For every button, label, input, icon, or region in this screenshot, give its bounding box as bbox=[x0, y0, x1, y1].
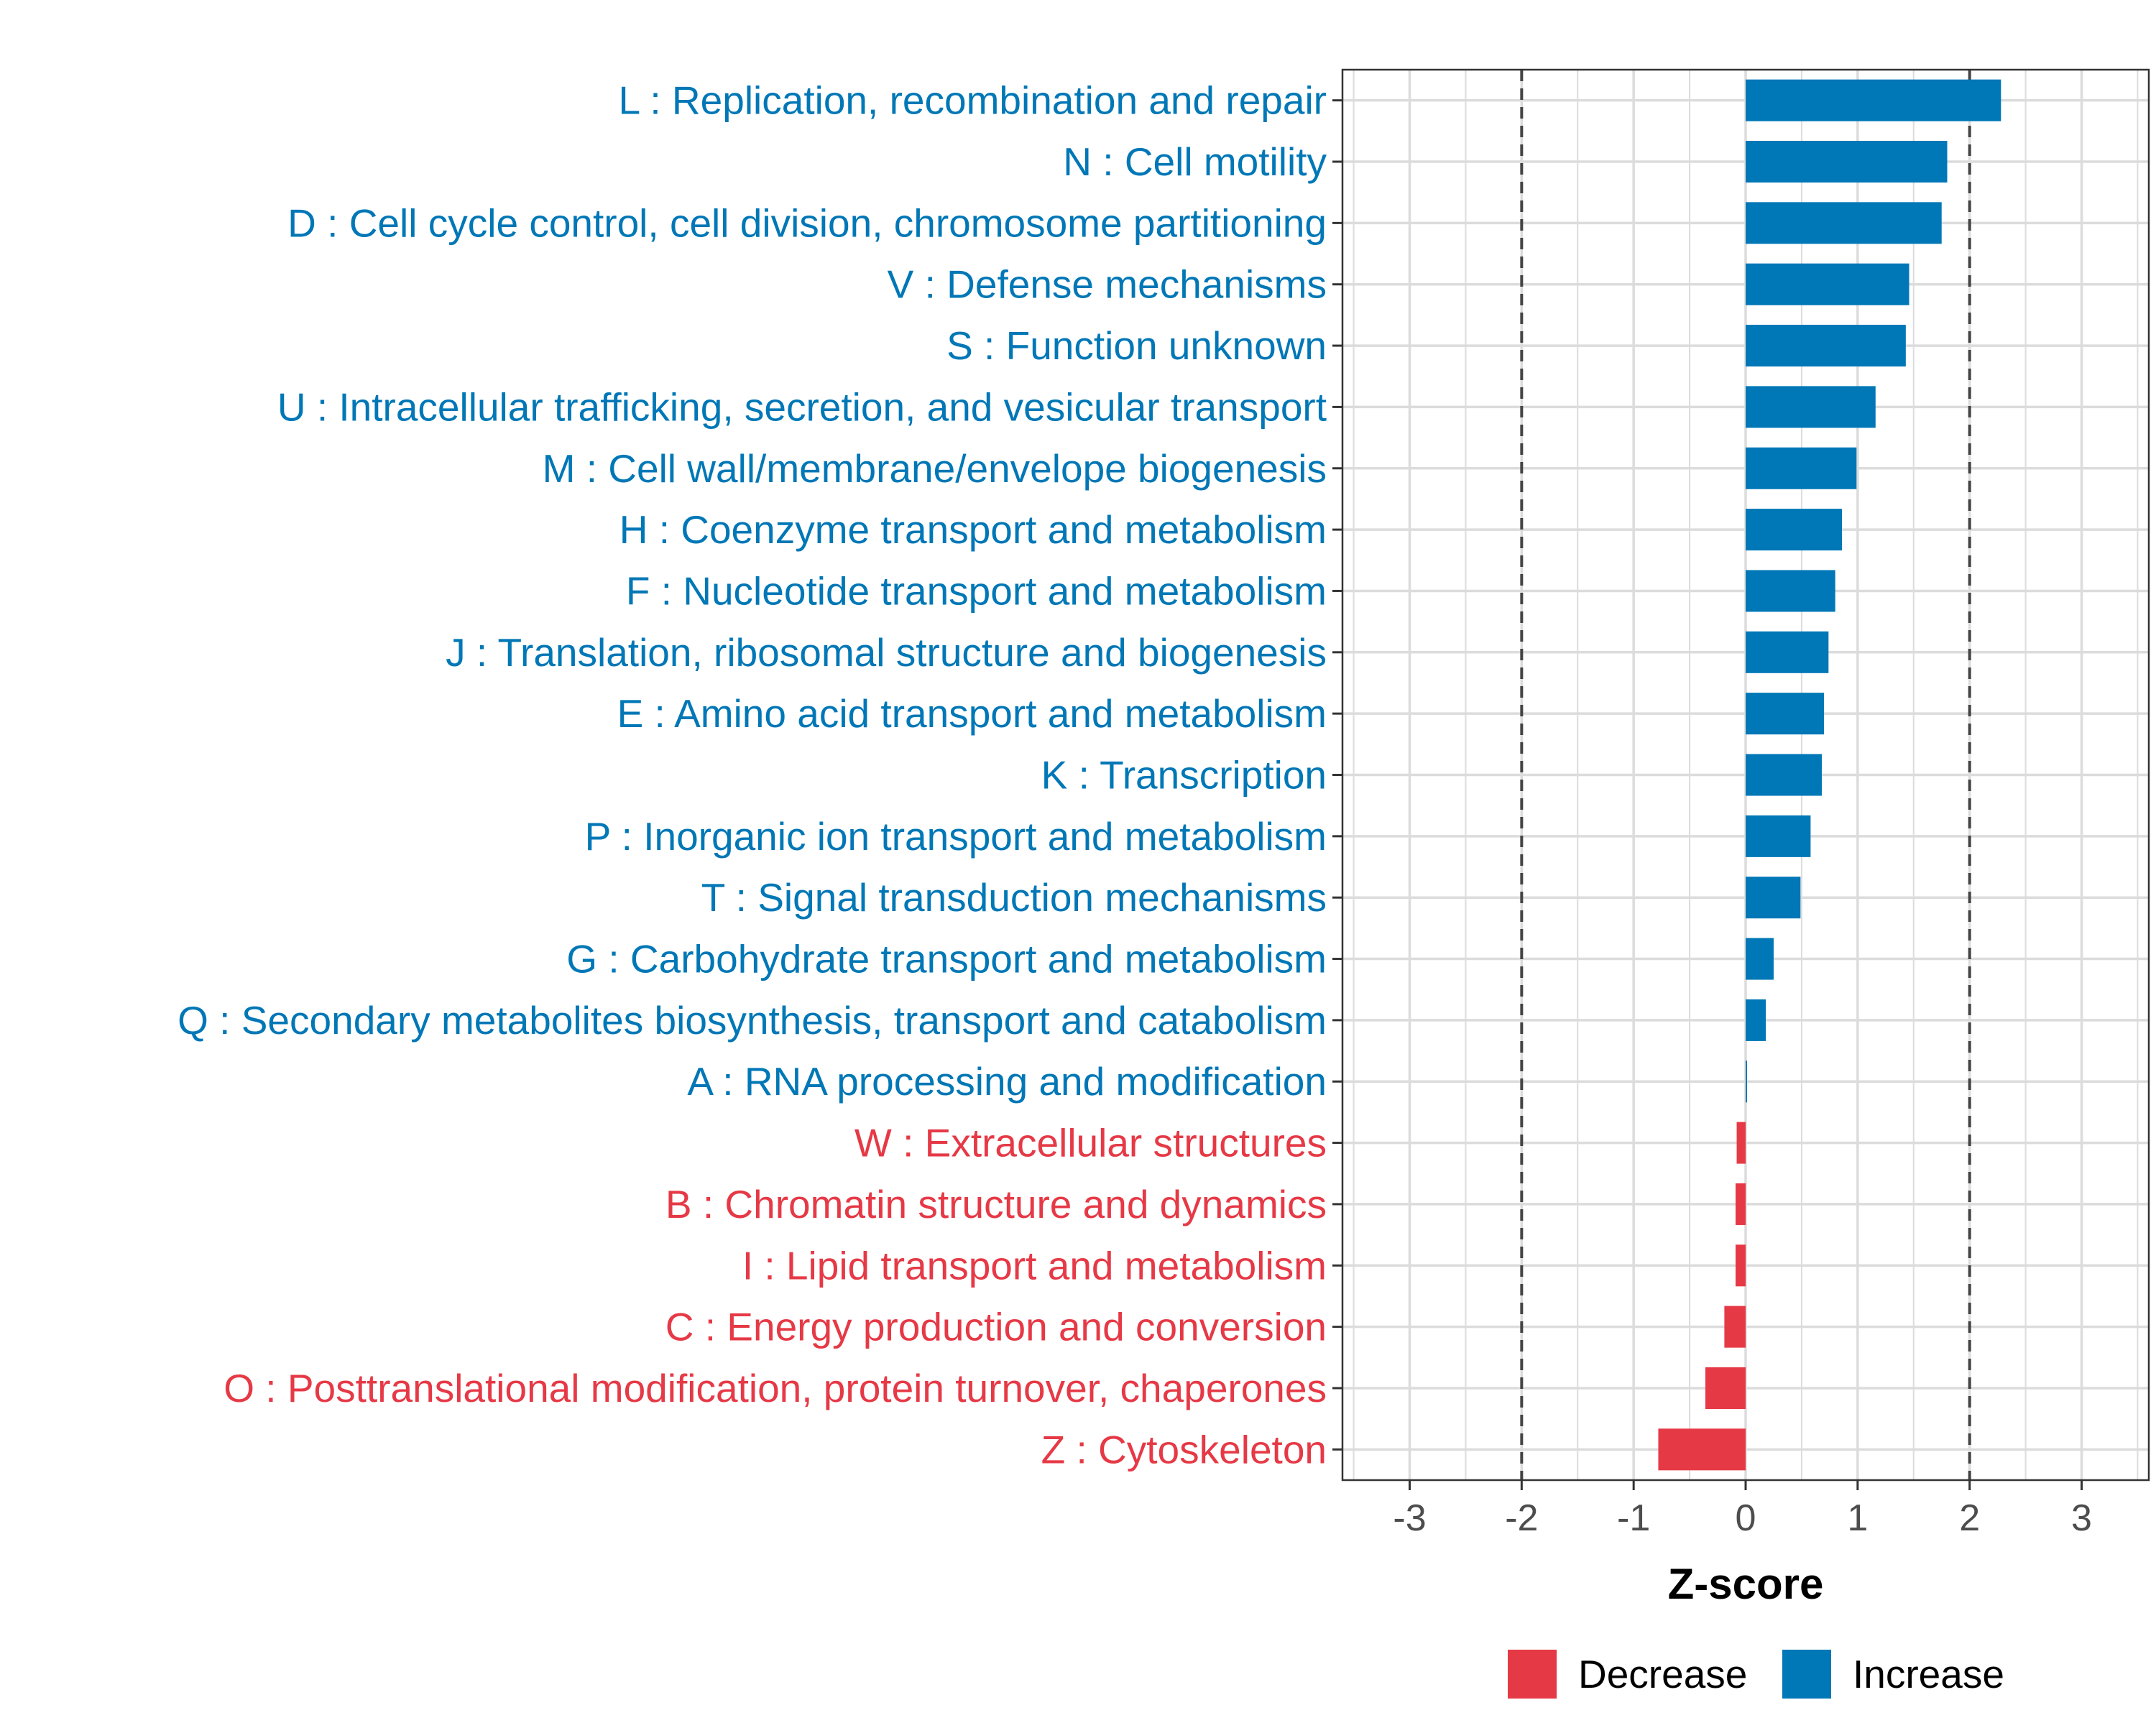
y-tick-label: K : Transcription bbox=[1041, 753, 1327, 798]
legend-swatch bbox=[1782, 1650, 1831, 1699]
bar bbox=[1746, 815, 1811, 857]
y-tick-label: W : Extracellular structures bbox=[854, 1121, 1327, 1165]
y-tick-label: P : Inorganic ion transport and metaboli… bbox=[585, 814, 1327, 859]
x-tick-label: 3 bbox=[2071, 1497, 2092, 1539]
y-tick-label: B : Chromatin structure and dynamics bbox=[665, 1182, 1327, 1226]
y-tick-label: A : RNA processing and modification bbox=[687, 1059, 1327, 1104]
bar bbox=[1658, 1428, 1746, 1471]
bar bbox=[1746, 263, 1909, 305]
y-tick-label: C : Energy production and conversion bbox=[665, 1305, 1327, 1349]
y-tick-label: I : Lipid transport and metabolism bbox=[742, 1243, 1327, 1288]
bar bbox=[1735, 1183, 1746, 1225]
legend-label: Decrease bbox=[1578, 1652, 1747, 1696]
x-tick-label: -3 bbox=[1393, 1497, 1426, 1539]
y-tick-label: J : Translation, ribosomal structure and… bbox=[446, 630, 1327, 675]
x-tick-label: 2 bbox=[1959, 1497, 1980, 1539]
bar bbox=[1746, 141, 1948, 183]
y-tick-label: F : Nucleotide transport and metabolism bbox=[626, 568, 1327, 613]
bar bbox=[1735, 1244, 1746, 1287]
bar bbox=[1746, 631, 1829, 673]
bar bbox=[1746, 79, 2001, 121]
bars bbox=[1658, 79, 2001, 1471]
bar bbox=[1746, 693, 1825, 735]
bar bbox=[1746, 1061, 1747, 1103]
bar bbox=[1746, 938, 1774, 980]
legend-swatch bbox=[1508, 1650, 1557, 1699]
y-tick-label: T : Signal transduction mechanisms bbox=[701, 875, 1327, 920]
y-tick-label: N : Cell motility bbox=[1063, 139, 1327, 184]
bar bbox=[1736, 1122, 1746, 1164]
x-tick-label: 0 bbox=[1736, 1497, 1756, 1539]
y-tick-label: G : Carbohydrate transport and metabolis… bbox=[566, 937, 1327, 981]
bar bbox=[1746, 325, 1906, 367]
y-tick-label: Z : Cytoskeleton bbox=[1041, 1427, 1327, 1471]
bar bbox=[1746, 999, 1766, 1041]
bar bbox=[1705, 1367, 1746, 1409]
legend: Decrease Increase bbox=[1508, 1650, 2004, 1699]
bar bbox=[1746, 386, 1876, 428]
x-tick-label: -2 bbox=[1505, 1497, 1538, 1539]
bar bbox=[1746, 509, 1843, 551]
y-tick-label: V : Defense mechanisms bbox=[888, 262, 1327, 307]
bar bbox=[1746, 754, 1822, 796]
legend-label: Increase bbox=[1853, 1652, 2004, 1696]
x-tick-label: 1 bbox=[1847, 1497, 1868, 1539]
y-tick-label: Q : Secondary metabolites biosynthesis, … bbox=[178, 998, 1327, 1043]
y-axis: L : Replication, recombination and repai… bbox=[178, 78, 1342, 1471]
bar bbox=[1746, 202, 1942, 244]
y-tick-label: O : Posttranslational modification, prot… bbox=[224, 1366, 1327, 1410]
bar bbox=[1724, 1306, 1746, 1348]
y-tick-label: E : Amino acid transport and metabolism bbox=[617, 691, 1327, 736]
y-tick-label: U : Intracellular trafficking, secretion… bbox=[277, 384, 1327, 429]
x-axis-title: Z-score bbox=[1668, 1560, 1824, 1608]
y-tick-label: L : Replication, recombination and repai… bbox=[619, 78, 1327, 123]
y-tick-label: D : Cell cycle control, cell division, c… bbox=[287, 200, 1327, 245]
reference-lines bbox=[1520, 70, 1971, 1480]
x-tick-label: -1 bbox=[1617, 1497, 1650, 1539]
y-tick-label: S : Function unknown bbox=[946, 323, 1327, 368]
y-tick-label: H : Coenzyme transport and metabolism bbox=[619, 507, 1327, 552]
bar bbox=[1746, 570, 1835, 612]
y-tick-label: M : Cell wall/membrane/envelope biogenes… bbox=[543, 446, 1327, 491]
bar bbox=[1746, 447, 1857, 489]
bar bbox=[1746, 877, 1801, 919]
x-axis: -3 -2 -1 0 1 2 3 bbox=[1393, 1480, 2092, 1539]
